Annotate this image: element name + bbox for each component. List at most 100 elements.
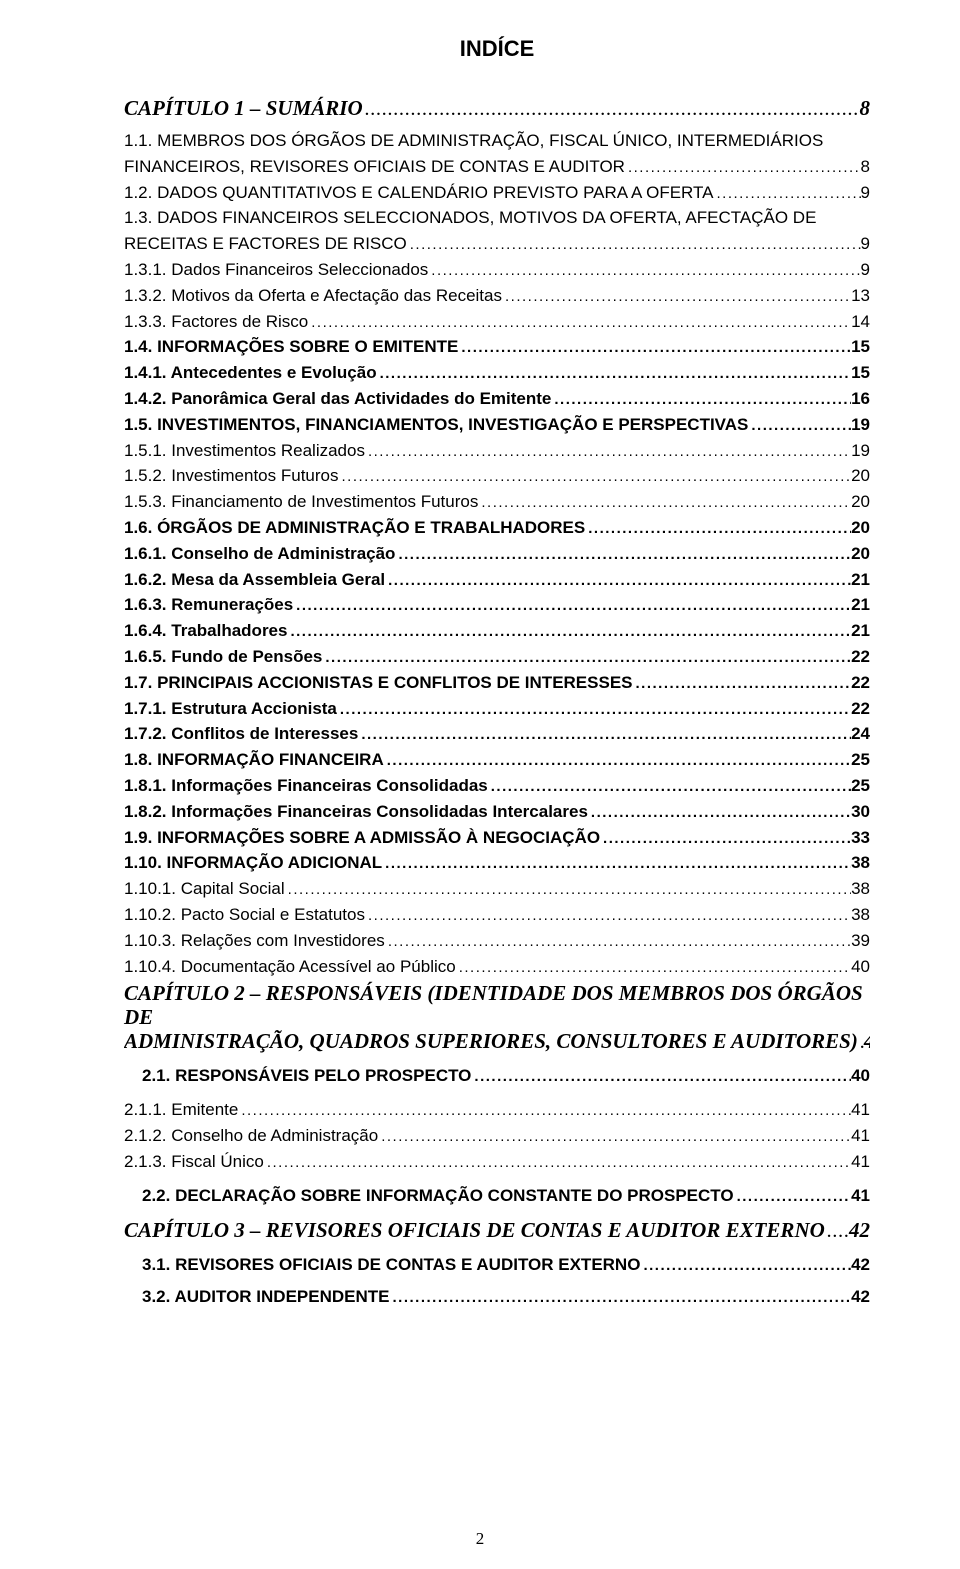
toc-page: 19 (851, 439, 870, 463)
toc-dots (456, 957, 851, 978)
toc-label: 1.9. INFORMAÇÕES SOBRE A ADMISSÃO À NEGO… (124, 826, 600, 850)
toc-entry: 1.6.5. Fundo de Pensões22 (124, 645, 870, 669)
toc-entry: 1.7.1. Estrutura Accionista22 (124, 697, 870, 721)
toc-dots (377, 363, 851, 384)
toc-entry: 1.2. DADOS QUANTITATIVOS E CALENDÁRIO PR… (124, 181, 870, 205)
toc-page: 8 (861, 155, 870, 179)
toc-label: 1.6.2. Mesa da Assembleia Geral (124, 568, 385, 592)
toc-entry-multiline: CAPÍTULO 2 – RESPONSÁVEIS (IDENTIDADE DO… (124, 982, 870, 1054)
toc-page: 22 (851, 671, 870, 695)
toc-page: 39 (851, 929, 870, 953)
toc-label: 1.6.4. Trabalhadores (124, 619, 287, 643)
toc-label: 1.4. INFORMAÇÕES SOBRE O EMITENTE (124, 335, 458, 359)
toc-entry: 1.7.2. Conflitos de Interesses24 (124, 722, 870, 746)
toc-label: 2.1.2. Conselho de Administração (124, 1124, 378, 1148)
toc-entry: 1.3.1. Dados Financeiros Seleccionados9 (124, 258, 870, 282)
toc-entry: 1.8.1. Informações Financeiras Consolida… (124, 774, 870, 798)
toc-label: CAPÍTULO 1 – SUMÁRIO (124, 96, 363, 121)
toc-label: 1.3.3. Factores de Risco (124, 310, 308, 334)
toc-label: 1.2. DADOS QUANTITATIVOS E CALENDÁRIO PR… (124, 181, 713, 205)
page-title: INDÍCE (124, 36, 870, 62)
toc-page: 9 (861, 232, 870, 256)
toc-dots (363, 103, 860, 120)
toc-page: 8 (860, 96, 871, 121)
toc-dots (382, 853, 851, 874)
toc-entry: 1.5.3. Financiamento de Investimentos Fu… (124, 490, 870, 514)
toc-entry: 1.4. INFORMAÇÕES SOBRE O EMITENTE 15 (124, 335, 870, 359)
toc-page: 41 (851, 1186, 870, 1206)
toc-page: 22 (851, 697, 870, 721)
toc-dots (551, 389, 851, 410)
toc-label: ADMINISTRAÇÃO, QUADROS SUPERIORES, CONSU… (124, 1029, 858, 1054)
toc-dots (395, 544, 851, 565)
toc-entry: 3.2. AUDITOR INDEPENDENTE42 (124, 1287, 870, 1307)
toc-page: 40 (864, 1029, 870, 1054)
toc-entry: 1.10. INFORMAÇÃO ADICIONAL 38 (124, 851, 870, 875)
toc-label: 1.1. MEMBROS DOS ÓRGÃOS DE ADMINISTRAÇÃO… (124, 129, 870, 153)
toc-dots (384, 750, 851, 771)
toc-entry: CAPÍTULO 1 – SUMÁRIO 8 (124, 96, 870, 121)
toc-label: RECEITAS E FACTORES DE RISCO (124, 232, 407, 256)
toc-label: 1.4.1. Antecedentes e Evolução (124, 361, 377, 385)
toc-dots (238, 1100, 851, 1121)
toc-dots (478, 492, 851, 513)
toc-label: 1.6.3. Remunerações (124, 593, 293, 617)
toc-dots (428, 260, 860, 281)
toc-entry: 1.5. INVESTIMENTOS, FINANCIAMENTOS, INVE… (124, 413, 870, 437)
toc-page: 38 (851, 877, 870, 901)
toc-label: 1.4.2. Panorâmica Geral das Actividades … (124, 387, 551, 411)
toc-entry: 1.4.1. Antecedentes e Evolução15 (124, 361, 870, 385)
toc-page: 41 (851, 1124, 870, 1148)
toc-page: 38 (851, 851, 870, 875)
toc-page: 41 (851, 1150, 870, 1174)
toc-label: 1.5. INVESTIMENTOS, FINANCIAMENTOS, INVE… (124, 413, 748, 437)
toc-entry: 1.10.1. Capital Social38 (124, 877, 870, 901)
toc-label: 1.10.3. Relações com Investidores (124, 929, 385, 953)
toc-page: 15 (851, 335, 870, 359)
toc-dots (633, 673, 852, 694)
toc-label: 1.8. INFORMAÇÃO FINANCEIRA (124, 748, 384, 772)
toc-entry: RECEITAS E FACTORES DE RISCO 9 (124, 232, 870, 256)
toc-label: 1.6.1. Conselho de Administração (124, 542, 395, 566)
toc-entry: 1.6.2. Mesa da Assembleia Geral 21 (124, 568, 870, 592)
toc-entry: 1.6.4. Trabalhadores21 (124, 619, 870, 643)
toc-dots (585, 518, 851, 539)
toc-page: 21 (851, 568, 870, 592)
toc-label: 3.1. REVISORES OFICIAIS DE CONTAS E AUDI… (142, 1255, 640, 1275)
toc-entry: 1.5.2. Investimentos Futuros 20 (124, 464, 870, 488)
toc-label: 1.10. INFORMAÇÃO ADICIONAL (124, 851, 382, 875)
toc-entry: 3.1. REVISORES OFICIAIS DE CONTAS E AUDI… (124, 1255, 870, 1275)
toc-label: 1.8.2. Informações Financeiras Consolida… (124, 800, 588, 824)
toc-label: CAPÍTULO 3 – REVISORES OFICIAIS DE CONTA… (124, 1218, 825, 1243)
toc-page: 16 (851, 387, 870, 411)
toc-dots (640, 1257, 851, 1274)
toc-page: 33 (851, 826, 870, 850)
toc-entry: 1.3.2. Motivos da Oferta e Afectação das… (124, 284, 870, 308)
toc-entry: ADMINISTRAÇÃO, QUADROS SUPERIORES, CONSU… (124, 1029, 870, 1054)
toc-label: 2.1.3. Fiscal Único (124, 1150, 264, 1174)
toc-entry: 1.10.3. Relações com Investidores 39 (124, 929, 870, 953)
toc-label: 1.5.2. Investimentos Futuros (124, 464, 339, 488)
toc-page: 19 (851, 413, 870, 437)
toc-entry: 1.8.2. Informações Financeiras Consolida… (124, 800, 870, 824)
toc-page: 9 (861, 181, 870, 205)
toc-page: 20 (851, 542, 870, 566)
toc-page: 40 (851, 1066, 870, 1086)
toc-label: CAPÍTULO 2 – RESPONSÁVEIS (IDENTIDADE DO… (124, 982, 870, 1029)
page: INDÍCE CAPÍTULO 1 – SUMÁRIO81.1. MEMBROS… (0, 0, 960, 1569)
toc-label: 1.10.2. Pacto Social e Estatutos (124, 903, 365, 927)
toc-page: 13 (851, 284, 870, 308)
toc-page: 9 (861, 258, 870, 282)
toc-dots (734, 1188, 851, 1205)
toc-dots (488, 776, 851, 797)
toc-entry: 1.6.3. Remunerações21 (124, 593, 870, 617)
toc-dots (264, 1152, 851, 1173)
toc-page: 30 (851, 800, 870, 824)
toc-dots (825, 1225, 849, 1242)
toc-page: 25 (851, 774, 870, 798)
toc-page: 20 (851, 464, 870, 488)
toc-dots (378, 1126, 851, 1147)
toc-dots (293, 595, 851, 616)
toc-label: 2.2. DECLARAÇÃO SOBRE INFORMAÇÃO CONSTAN… (142, 1186, 734, 1206)
toc-entry: 1.10.2. Pacto Social e Estatutos38 (124, 903, 870, 927)
